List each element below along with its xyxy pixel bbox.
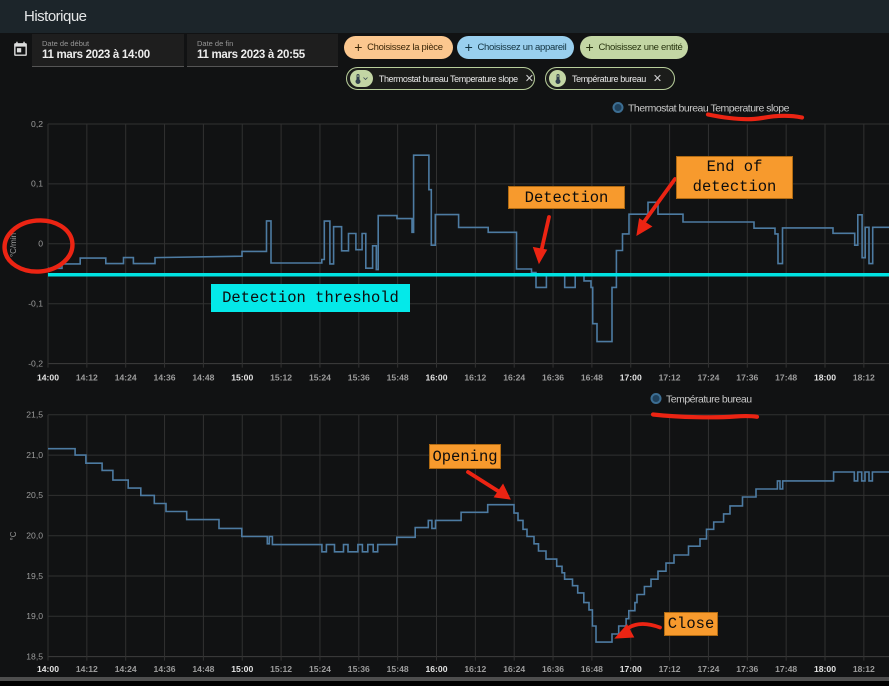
svg-text:14:24: 14:24 — [115, 664, 137, 674]
svg-text:15:36: 15:36 — [348, 373, 370, 383]
svg-text:14:36: 14:36 — [154, 664, 176, 674]
svg-text:0: 0 — [38, 239, 43, 249]
svg-text:16:12: 16:12 — [464, 373, 486, 383]
svg-text:20,5: 20,5 — [26, 490, 43, 500]
svg-text:16:24: 16:24 — [503, 373, 525, 383]
svg-text:°C/min: °C/min — [9, 233, 18, 257]
svg-text:14:48: 14:48 — [192, 664, 214, 674]
svg-text:14:00: 14:00 — [37, 664, 59, 674]
svg-text:Thermostat bureau Temperature: Thermostat bureau Temperature slope — [628, 103, 790, 115]
svg-text:14:12: 14:12 — [76, 373, 98, 383]
svg-text:15:12: 15:12 — [270, 373, 292, 383]
svg-text:17:36: 17:36 — [736, 664, 758, 674]
svg-text:14:12: 14:12 — [76, 664, 98, 674]
svg-text:0,1: 0,1 — [31, 179, 43, 189]
svg-text:14:24: 14:24 — [115, 373, 137, 383]
svg-text:16:24: 16:24 — [503, 664, 525, 674]
svg-text:16:36: 16:36 — [542, 373, 564, 383]
svg-text:16:00: 16:00 — [426, 373, 448, 383]
svg-text:18,5: 18,5 — [26, 651, 43, 661]
svg-text:17:24: 17:24 — [697, 664, 719, 674]
svg-text:21,5: 21,5 — [26, 410, 43, 420]
svg-text:15:24: 15:24 — [309, 664, 331, 674]
svg-text:18:00: 18:00 — [814, 373, 836, 383]
svg-text:19,0: 19,0 — [26, 611, 43, 621]
svg-text:-0,2: -0,2 — [28, 358, 43, 368]
svg-text:17:12: 17:12 — [659, 373, 681, 383]
svg-text:15:48: 15:48 — [387, 373, 409, 383]
svg-text:16:12: 16:12 — [464, 664, 486, 674]
svg-text:17:48: 17:48 — [775, 664, 797, 674]
svg-text:15:00: 15:00 — [231, 373, 253, 383]
svg-text:18:12: 18:12 — [853, 373, 875, 383]
svg-text:15:12: 15:12 — [270, 664, 292, 674]
svg-text:14:00: 14:00 — [37, 373, 59, 383]
svg-text:16:48: 16:48 — [581, 664, 603, 674]
svg-text:21,0: 21,0 — [26, 450, 43, 460]
svg-text:19,5: 19,5 — [26, 571, 43, 581]
svg-text:16:48: 16:48 — [581, 373, 603, 383]
svg-text:14:48: 14:48 — [192, 373, 214, 383]
svg-text:0,2: 0,2 — [31, 119, 43, 129]
svg-text:-0,1: -0,1 — [28, 299, 43, 309]
svg-text:20,0: 20,0 — [26, 531, 43, 541]
svg-text:17:48: 17:48 — [775, 373, 797, 383]
svg-text:16:00: 16:00 — [426, 664, 448, 674]
svg-text:16:36: 16:36 — [542, 664, 564, 674]
svg-text:17:12: 17:12 — [659, 664, 681, 674]
svg-text:15:36: 15:36 — [348, 664, 370, 674]
svg-text:17:00: 17:00 — [620, 373, 642, 383]
svg-text:17:36: 17:36 — [736, 373, 758, 383]
svg-text:18:00: 18:00 — [814, 664, 836, 674]
svg-text:15:48: 15:48 — [387, 664, 409, 674]
svg-text:14:36: 14:36 — [154, 373, 176, 383]
svg-text:17:24: 17:24 — [697, 373, 719, 383]
svg-text:Température bureau: Température bureau — [666, 394, 752, 406]
svg-text:17:00: 17:00 — [620, 664, 642, 674]
svg-text:15:24: 15:24 — [309, 373, 331, 383]
svg-text:15:00: 15:00 — [231, 664, 253, 674]
svg-text:18:12: 18:12 — [853, 664, 875, 674]
svg-text:°C: °C — [9, 531, 18, 540]
